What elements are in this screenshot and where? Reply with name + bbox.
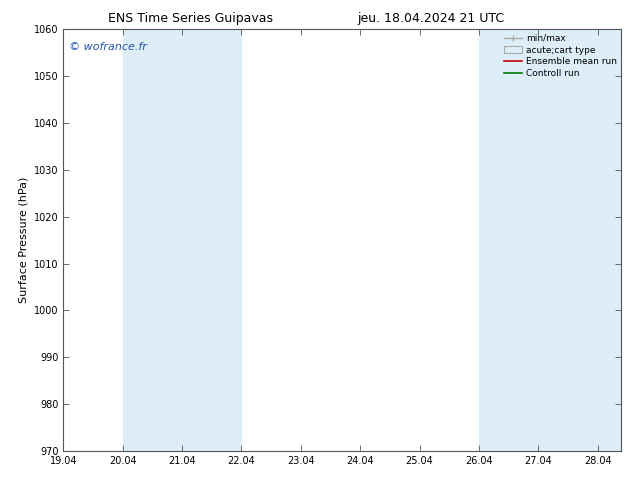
Legend: min/max, acute;cart type, Ensemble mean run, Controll run: min/max, acute;cart type, Ensemble mean … [502, 32, 619, 80]
Bar [123, 29, 242, 451]
Text: © wofrance.fr: © wofrance.fr [69, 42, 147, 52]
Y-axis label: Surface Pressure (hPa): Surface Pressure (hPa) [18, 177, 29, 303]
Bar [479, 29, 538, 451]
Bar [538, 29, 621, 451]
Text: jeu. 18.04.2024 21 UTC: jeu. 18.04.2024 21 UTC [358, 12, 505, 25]
Text: ENS Time Series Guipavas: ENS Time Series Guipavas [108, 12, 273, 25]
